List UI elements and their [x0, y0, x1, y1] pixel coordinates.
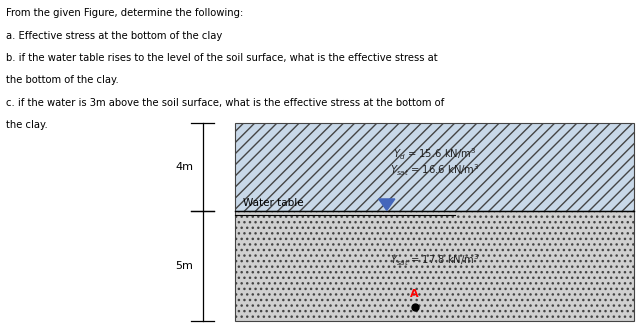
Text: 4m: 4m	[175, 162, 193, 172]
Text: From the given Figure, determine the following:: From the given Figure, determine the fol…	[6, 8, 243, 18]
Text: $Y_{sat}$ = 16.6 kN/m$^3$: $Y_{sat}$ = 16.6 kN/m$^3$	[390, 163, 480, 178]
Text: $Y_{sat}$ = 17.8 kN/m$^3$: $Y_{sat}$ = 17.8 kN/m$^3$	[390, 253, 479, 268]
Text: c. if the water is 3m above the soil surface, what is the effective stress at th: c. if the water is 3m above the soil sur…	[6, 98, 445, 108]
Text: the clay.: the clay.	[6, 120, 48, 130]
Text: the bottom of the clay.: the bottom of the clay.	[6, 75, 119, 85]
Text: A: A	[410, 289, 419, 299]
Bar	[235, 123, 634, 211]
Text: b. if the water table rises to the level of the soil surface, what is the effect: b. if the water table rises to the level…	[6, 53, 438, 63]
Polygon shape	[379, 199, 395, 211]
Text: $Y_d$ = 15.6 kN/m$^3$: $Y_d$ = 15.6 kN/m$^3$	[393, 146, 477, 162]
Bar	[235, 211, 634, 321]
Text: Water table: Water table	[243, 198, 303, 208]
Text: 5m: 5m	[175, 261, 193, 271]
Text: a. Effective stress at the bottom of the clay: a. Effective stress at the bottom of the…	[6, 31, 223, 40]
